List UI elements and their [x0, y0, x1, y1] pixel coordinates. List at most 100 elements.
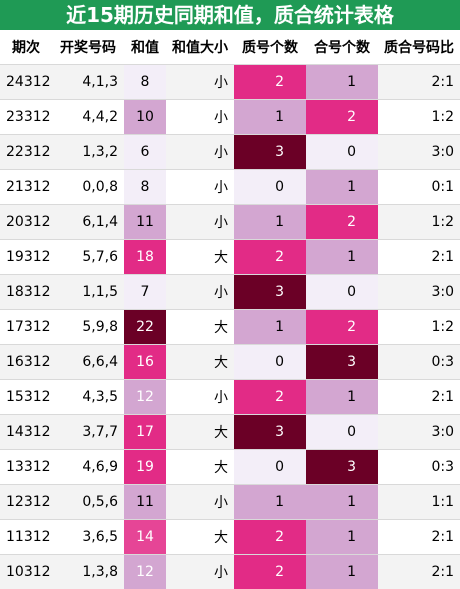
composite-count-cell: 2 [306, 100, 378, 135]
prime-count-cell: 2 [234, 380, 306, 415]
col-header-prime-count: 质号个数 [234, 30, 306, 65]
composite-count-cell: 1 [306, 380, 378, 415]
col-header-issue: 期次 [0, 30, 52, 65]
issue-cell: 16312 [0, 345, 52, 380]
issue-cell: 12312 [0, 485, 52, 520]
ratio-cell: 1:2 [378, 205, 460, 240]
size-cell: 小 [166, 65, 234, 100]
composite-count-cell: 3 [306, 450, 378, 485]
col-header-size: 和值大小 [166, 30, 234, 65]
prime-count-cell: 1 [234, 485, 306, 520]
size-cell: 大 [166, 415, 234, 450]
ratio-cell: 2:1 [378, 380, 460, 415]
sum-cell: 8 [124, 170, 166, 205]
sum-cell: 17 [124, 415, 166, 450]
sum-cell: 12 [124, 555, 166, 589]
ratio-cell: 3:0 [378, 415, 460, 450]
sum-cell: 16 [124, 345, 166, 380]
numbers-cell: 4,6,9 [52, 450, 124, 485]
sum-cell: 11 [124, 205, 166, 240]
numbers-cell: 1,3,8 [52, 555, 124, 589]
numbers-cell: 4,4,2 [52, 100, 124, 135]
numbers-cell: 6,6,4 [52, 345, 124, 380]
issue-cell: 24312 [0, 65, 52, 100]
numbers-cell: 4,3,5 [52, 380, 124, 415]
composite-count-cell: 1 [306, 520, 378, 555]
sum-cell: 6 [124, 135, 166, 170]
col-header-composite-count: 合号个数 [306, 30, 378, 65]
sum-cell: 10 [124, 100, 166, 135]
prime-count-cell: 1 [234, 310, 306, 345]
sum-cell: 11 [124, 485, 166, 520]
composite-count-cell: 2 [306, 205, 378, 240]
ratio-cell: 0:1 [378, 170, 460, 205]
size-cell: 大 [166, 345, 234, 380]
prime-count-cell: 2 [234, 65, 306, 100]
composite-count-cell: 0 [306, 415, 378, 450]
prime-count-cell: 1 [234, 205, 306, 240]
size-cell: 小 [166, 275, 234, 310]
prime-count-cell: 0 [234, 170, 306, 205]
sum-cell: 18 [124, 240, 166, 275]
composite-count-cell: 3 [306, 345, 378, 380]
numbers-cell: 0,5,6 [52, 485, 124, 520]
ratio-cell: 2:1 [378, 65, 460, 100]
size-cell: 小 [166, 555, 234, 589]
ratio-cell: 2:1 [378, 555, 460, 589]
ratio-cell: 1:2 [378, 310, 460, 345]
col-header-sum: 和值 [124, 30, 166, 65]
issue-cell: 11312 [0, 520, 52, 555]
issue-cell: 10312 [0, 555, 52, 589]
sum-cell: 14 [124, 520, 166, 555]
size-cell: 大 [166, 240, 234, 275]
prime-count-cell: 3 [234, 275, 306, 310]
sum-cell: 22 [124, 310, 166, 345]
size-cell: 小 [166, 170, 234, 205]
ratio-cell: 3:0 [378, 135, 460, 170]
numbers-cell: 0,0,8 [52, 170, 124, 205]
issue-cell: 22312 [0, 135, 52, 170]
size-cell: 小 [166, 205, 234, 240]
prime-count-cell: 2 [234, 240, 306, 275]
issue-cell: 23312 [0, 100, 52, 135]
size-cell: 小 [166, 380, 234, 415]
size-cell: 小 [166, 135, 234, 170]
composite-count-cell: 2 [306, 310, 378, 345]
issue-cell: 13312 [0, 450, 52, 485]
composite-count-cell: 1 [306, 555, 378, 589]
sum-cell: 19 [124, 450, 166, 485]
sum-cell: 7 [124, 275, 166, 310]
size-cell: 大 [166, 450, 234, 485]
numbers-cell: 5,9,8 [52, 310, 124, 345]
issue-cell: 20312 [0, 205, 52, 240]
col-header-ratio: 质合号码比 [378, 30, 460, 65]
issue-cell: 18312 [0, 275, 52, 310]
ratio-cell: 2:1 [378, 520, 460, 555]
prime-count-cell: 3 [234, 135, 306, 170]
size-cell: 大 [166, 520, 234, 555]
prime-count-cell: 0 [234, 345, 306, 380]
numbers-cell: 3,6,5 [52, 520, 124, 555]
issue-cell: 19312 [0, 240, 52, 275]
numbers-cell: 6,1,4 [52, 205, 124, 240]
col-header-numbers: 开奖号码 [52, 30, 124, 65]
composite-count-cell: 1 [306, 170, 378, 205]
numbers-cell: 4,1,3 [52, 65, 124, 100]
ratio-cell: 2:1 [378, 240, 460, 275]
issue-cell: 14312 [0, 415, 52, 450]
issue-cell: 21312 [0, 170, 52, 205]
prime-count-cell: 2 [234, 555, 306, 589]
